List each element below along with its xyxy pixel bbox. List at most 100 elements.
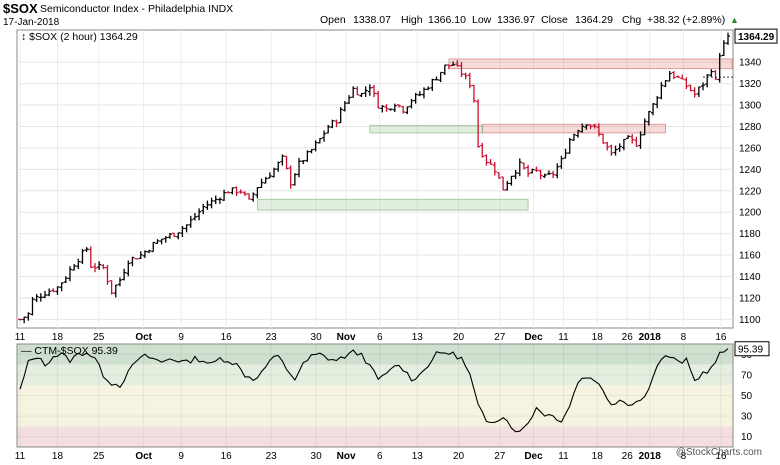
price-x-tick-label: 13 (412, 332, 424, 343)
indicator-plot-frame (16, 343, 734, 448)
indicator-x-tick-label: 25 (93, 451, 105, 462)
price-y-tick-label: 1140 (739, 272, 761, 283)
price-bar (430, 78, 435, 91)
price-bar (713, 70, 718, 80)
price-bar (509, 175, 514, 186)
price-bar (484, 154, 489, 166)
price-y-tick-label: 1160 (739, 251, 761, 262)
price-bar (355, 86, 360, 96)
price-x-tick-label: 2018 (639, 332, 662, 343)
price-bar (192, 212, 197, 221)
price-bars (18, 32, 730, 324)
price-x-tick-label: 25 (93, 332, 105, 343)
price-bar (538, 169, 543, 180)
indicator-x-tick-label: 11 (15, 451, 26, 462)
price-bar (63, 276, 68, 284)
price-bar (284, 155, 289, 170)
price-bar (467, 72, 472, 89)
stockcharts-watermark: @StockCharts.com (675, 447, 762, 458)
indicator-last-value-box (734, 341, 770, 357)
price-bar (634, 136, 639, 147)
price-bar (584, 124, 589, 130)
price-bar (201, 203, 206, 215)
indicator-y-tick-label: 50 (741, 391, 753, 402)
price-bar (38, 293, 43, 302)
price-bar (480, 142, 485, 158)
price-y-tick-label: 1240 (739, 165, 762, 176)
price-bar (197, 208, 202, 221)
price-bar (442, 64, 447, 75)
price-bar (34, 294, 39, 302)
price-x-tick-label: 26 (622, 332, 634, 343)
price-bar (267, 172, 272, 179)
price-bar (230, 187, 235, 195)
price-bar (88, 246, 93, 268)
open-value: 1338.07 (353, 14, 391, 26)
price-x-tick-label: 23 (266, 332, 278, 343)
price-y-tick-label: 1220 (739, 186, 762, 197)
price-bar (309, 149, 314, 154)
price-bar (501, 176, 506, 191)
indicator-band (17, 426, 733, 447)
price-bar (663, 80, 668, 87)
price-bar (513, 169, 518, 180)
price-x-tick-label: 30 (311, 332, 323, 343)
price-bar (659, 82, 664, 100)
price-bar (488, 159, 493, 165)
price-bar (380, 105, 385, 113)
chg-label: Chg (622, 14, 642, 26)
indicator-line (19, 348, 729, 433)
price-bar (601, 133, 606, 144)
price-bar (709, 69, 714, 77)
price-bar (396, 104, 401, 108)
price-bar (388, 108, 393, 111)
price-plot-frame (16, 29, 734, 329)
price-bar (305, 150, 310, 162)
price-bar (26, 312, 31, 321)
price-bar (226, 191, 231, 194)
price-y-tick-label: 1100 (739, 315, 761, 326)
price-bar (434, 76, 439, 81)
price-x-tick-label: 6 (377, 332, 383, 343)
price-bar (609, 144, 614, 156)
high-value: 1366.10 (428, 14, 466, 26)
indicator-x-tick-label: 9 (178, 451, 184, 462)
close-value: 1364.29 (575, 14, 613, 26)
price-x-tick-label: 20 (453, 332, 465, 343)
price-bar (317, 138, 322, 144)
indicator-x-tick-label: Dec (524, 451, 543, 462)
low-value: 1336.97 (497, 14, 535, 26)
price-bar (426, 86, 431, 91)
price-bar (384, 104, 389, 112)
price-x-tick-label: 8 (681, 332, 687, 343)
price-bar (563, 148, 568, 159)
indicator-x-tick-label: 2018 (639, 451, 662, 462)
low-label: Low (472, 14, 492, 26)
price-bar (542, 173, 547, 178)
price-x-tick-label: 18 (592, 332, 604, 343)
price-bar (367, 84, 372, 96)
close-label: Close (541, 14, 568, 26)
price-bar (596, 123, 601, 137)
price-bar (297, 157, 302, 178)
price-bar (517, 158, 522, 177)
price-bar (263, 176, 268, 184)
price-bar (105, 264, 110, 285)
price-bar (84, 247, 89, 252)
price-bar (571, 133, 576, 141)
high-label: High (401, 14, 423, 26)
price-bar (330, 119, 335, 129)
indicator-x-tick-label: 27 (494, 451, 506, 462)
indicator-x-tick-label: 16 (221, 451, 233, 462)
price-bar (272, 167, 277, 178)
price-bar (405, 106, 410, 115)
price-bar (555, 163, 560, 179)
price-bar (351, 86, 356, 98)
price-bar (626, 135, 631, 140)
indicator-legend: — CTM-$SOX 95.39 (21, 345, 118, 357)
price-bar (588, 124, 593, 130)
price-bar (638, 131, 643, 149)
indicator-last-value-label: 95.39 (738, 345, 763, 356)
price-bar (188, 215, 193, 228)
resistance-zone (481, 123, 667, 134)
